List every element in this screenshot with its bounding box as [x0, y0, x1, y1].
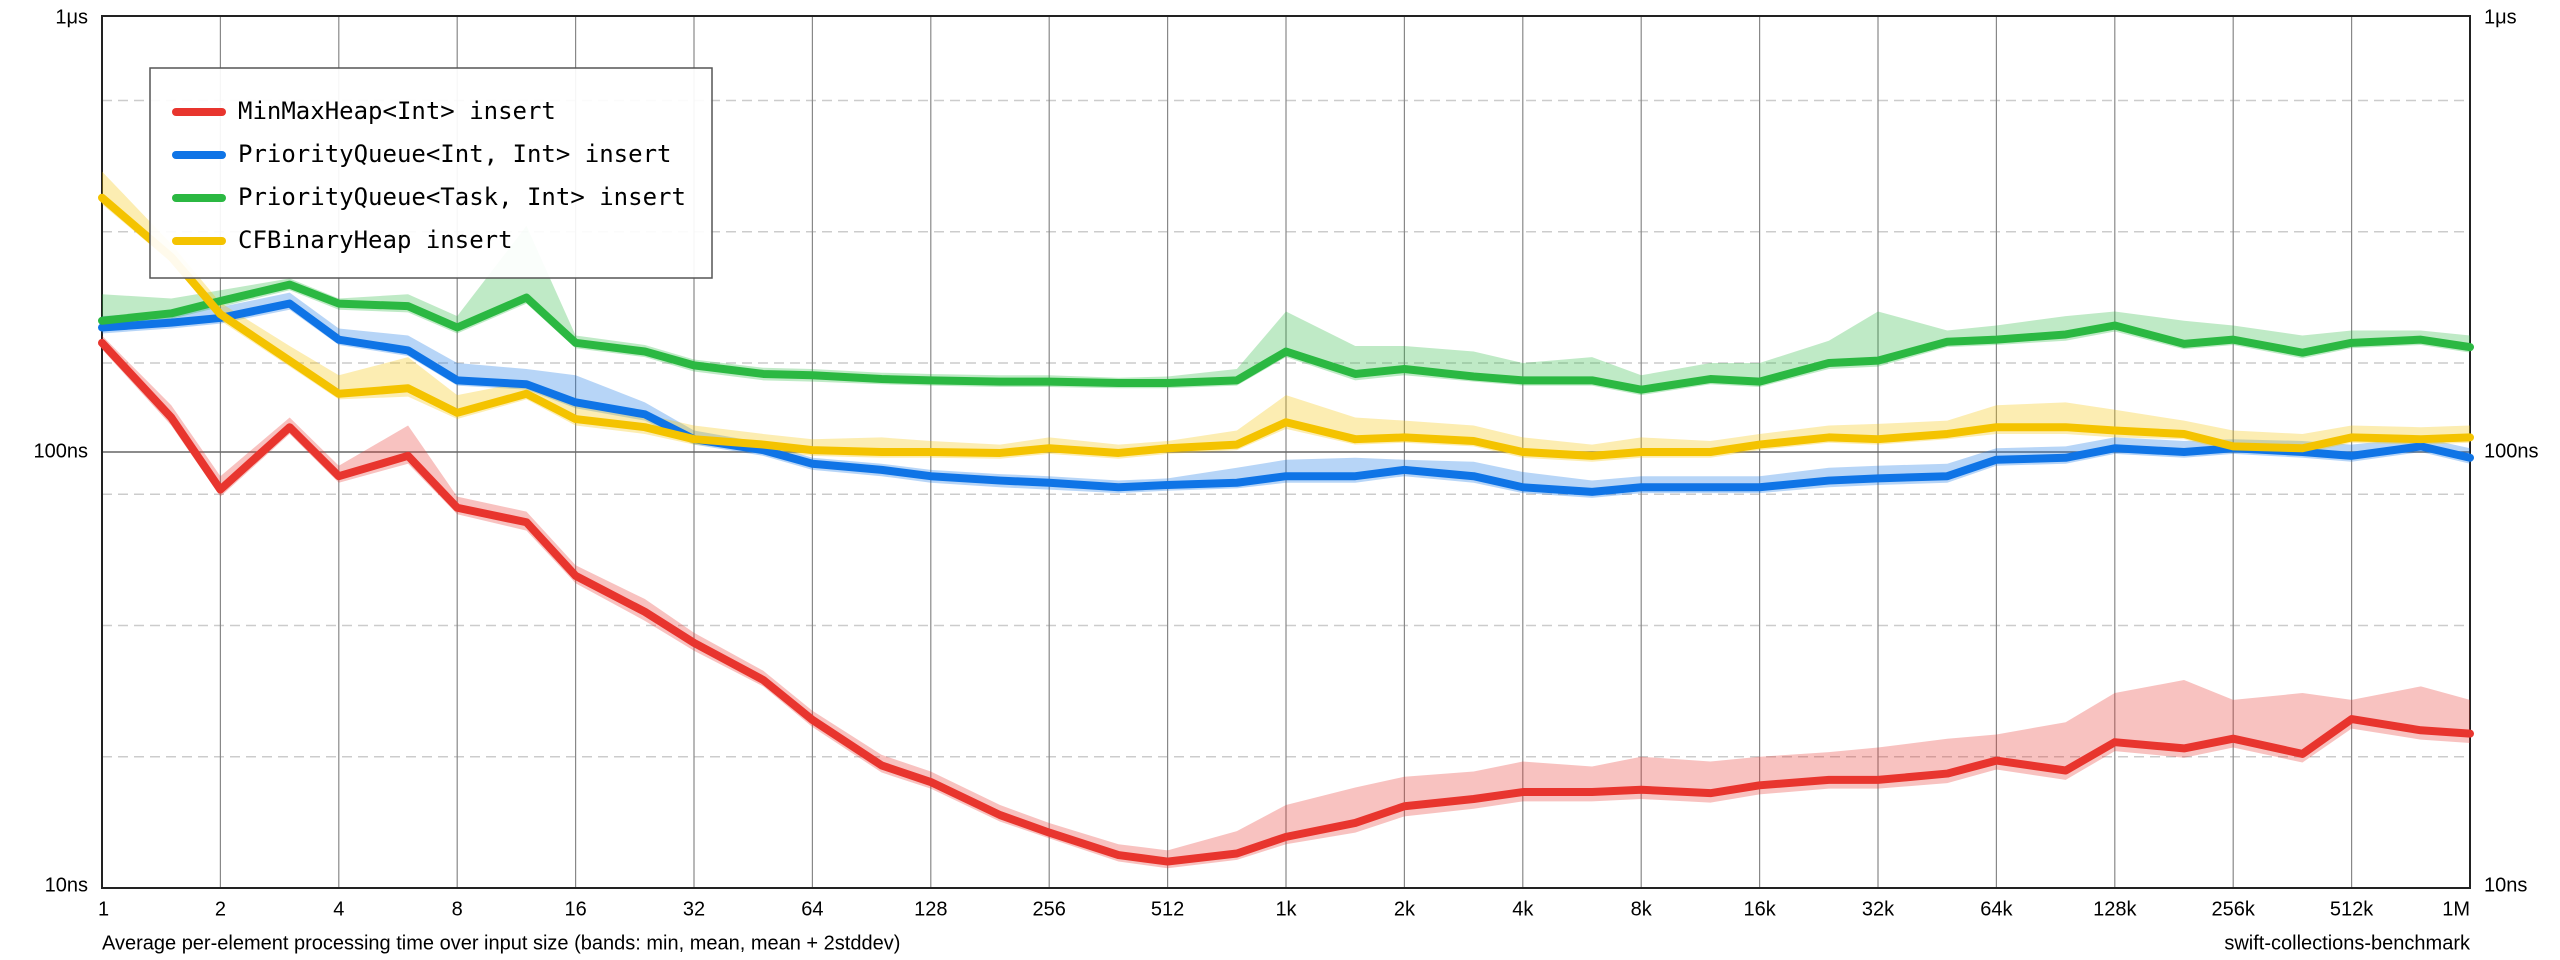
legend-label: PriorityQueue<Int, Int> insert — [238, 140, 671, 168]
x-tick-label: 8k — [1631, 898, 1653, 920]
credit: swift-collections-benchmark — [2224, 932, 2471, 954]
x-tick-label: 4 — [333, 898, 344, 920]
x-tick-label: 128 — [914, 898, 947, 920]
x-tick-label: 16 — [564, 898, 586, 920]
series-line — [98, 193, 2474, 460]
x-tick-label: 1 — [98, 898, 109, 920]
x-tick-label: 256k — [2212, 898, 2256, 920]
plot-frame — [101, 15, 2471, 889]
legend-label: PriorityQueue<Task, Int> insert — [238, 183, 686, 211]
legend-label: MinMaxHeap<Int> insert — [238, 97, 556, 125]
x-axis-label: Average per-element processing time over… — [102, 932, 900, 954]
x-tick-label: 128k — [2093, 898, 2137, 920]
x-tick-label: 32 — [683, 898, 705, 920]
x-tick-label: 2 — [215, 898, 226, 920]
y-tick-label: 10ns — [45, 874, 88, 896]
x-tick-label: 64 — [801, 898, 823, 920]
band — [102, 171, 2470, 462]
band — [102, 292, 2470, 498]
x-tick-label: 1k — [1275, 898, 1297, 920]
band — [102, 225, 2470, 396]
x-tick-label: 32k — [1862, 898, 1895, 920]
y-tick-label: 100ns — [34, 440, 89, 462]
y-tick-label-right: 100ns — [2484, 440, 2539, 462]
legend-box — [149, 67, 713, 279]
x-tick-label: 4k — [1512, 898, 1534, 920]
y-tick-label-right: 1μs — [2484, 6, 2517, 28]
y-tick-label: 1μs — [55, 6, 88, 28]
x-tick-label: 2k — [1394, 898, 1416, 920]
series-line — [98, 338, 2474, 866]
x-tick-label: 8 — [452, 898, 463, 920]
x-tick-label: 512 — [1151, 898, 1184, 920]
x-tick-label: 64k — [1980, 898, 2013, 920]
x-tick-label: 512k — [2330, 898, 2374, 920]
series-line — [98, 280, 2474, 394]
legend-label: CFBinaryHeap insert — [238, 226, 513, 254]
x-tick-label: 256 — [1033, 898, 1066, 920]
x-tick-label: 1M — [2442, 898, 2470, 920]
x-tick-label: 16k — [1743, 898, 1776, 920]
y-tick-label-right: 10ns — [2484, 874, 2527, 896]
series-line — [98, 299, 2474, 496]
